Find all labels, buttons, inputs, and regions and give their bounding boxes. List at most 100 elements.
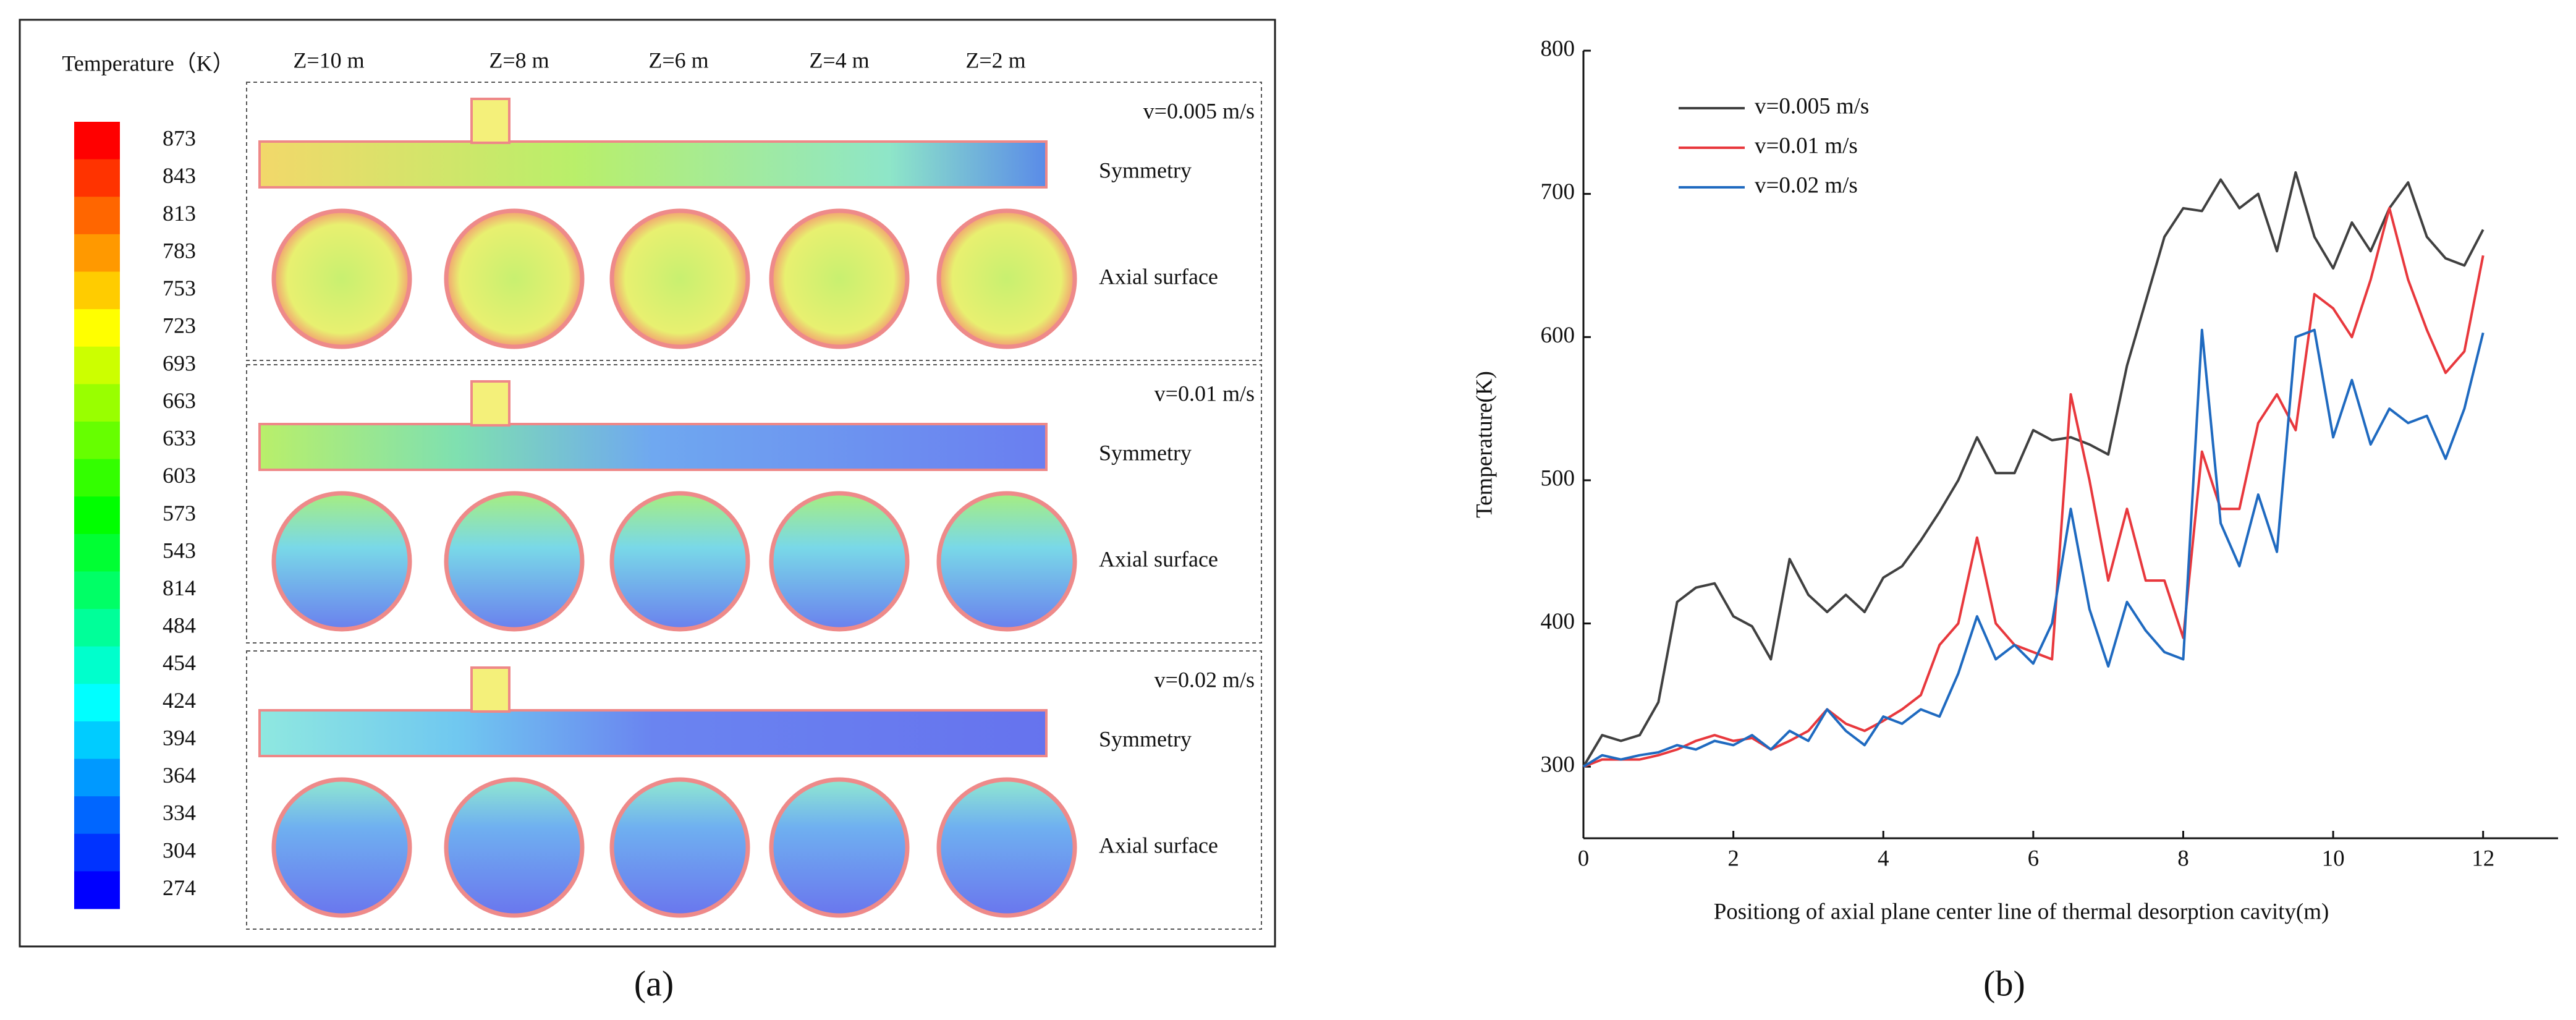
colorbar-label: 813 [163,201,196,226]
axial-label: Axial surface [1099,264,1218,289]
colorbar-band [74,271,120,310]
panel-a-frame [19,19,1276,948]
panel-a: 873 843 813 783 753 723 693 663 633 603 573 543 814 4… [74,48,1262,930]
cross-section [271,777,412,918]
colorbar-band [74,197,120,235]
x-tick-label: 4 [1878,846,1889,871]
symmetry-label: Symmetry [1099,158,1192,182]
chimney [470,666,511,713]
colorbar-label: 543 [163,538,196,563]
chimney [470,380,511,427]
column-label: Z=8 m [489,48,549,72]
y-tick-label: 300 [1541,752,1575,778]
cross-section [609,777,750,918]
caption-a: (a) [634,963,674,1003]
axial-label: Axial surface [1099,546,1218,571]
y-tick-label: 600 [1541,323,1575,348]
colorbar-label: 723 [163,313,196,338]
column-label: Z=4 m [809,48,869,72]
velocity-label: v=0.01 m/s [1155,381,1255,406]
x-tick-label: 6 [2028,846,2040,871]
cross-section [271,491,412,632]
x-tick-label: 0 [1578,846,1590,871]
x-tick-label: 10 [2322,846,2345,871]
legend-label: v=0.02 m/s [1755,172,1858,198]
colorbar-band [74,122,120,160]
y-axis-label: Temperature(K) [1472,371,1497,518]
colorbar-label: 873 [163,126,196,151]
velocity-label: v=0.02 m/s [1155,667,1255,692]
cross-section [271,208,412,349]
pipe [258,423,1048,471]
colorbar-label: 364 [163,763,196,788]
series-line [1583,206,2485,768]
colorbar-band [74,571,120,610]
colorbar-band [74,646,120,684]
colorbar-label: 814 [163,576,196,600]
y-tick-label: 400 [1541,609,1575,634]
cross-section [609,491,750,632]
colorbar-band [74,833,120,872]
colorbar-band [74,234,120,272]
colorbar-label: 843 [163,163,196,188]
colorbar-label: 573 [163,501,196,525]
column-label: Z=6 m [648,48,708,72]
x-tick-label: 2 [1727,846,1739,871]
velocity-label: v=0.005 m/s [1143,98,1255,123]
colorbar-label: 783 [163,238,196,263]
chimney [470,98,511,144]
x-tick-label: 12 [2472,846,2494,871]
colorbar-band [74,459,120,497]
colorbar-label: 274 [163,875,196,900]
colorbar-band [74,796,120,835]
colorbar-label: 603 [163,463,196,488]
x-axis-label: Positiong of axial plane center line of … [1714,899,2329,924]
colorbar-title: Temperature（K） [62,51,234,75]
symmetry-label: Symmetry [1099,726,1192,751]
cross-section [936,208,1077,349]
colorbar-band [74,421,120,460]
legend-label: v=0.005 m/s [1755,93,1869,119]
colorbar-label: 693 [163,351,196,375]
colorbar-label: 424 [163,688,196,713]
colorbar-band [74,684,120,722]
cross-section [444,491,585,632]
colorbar-label: 484 [163,613,196,638]
column-label: Z=10 m [293,48,364,72]
colorbar-band [74,346,120,385]
colorbar-label: 304 [163,838,196,862]
cross-section [444,777,585,918]
colorbar-label: 454 [163,650,196,675]
symmetry-label: Symmetry [1099,440,1192,465]
caption-b: (b) [1983,963,2025,1003]
series-line [1582,171,2485,768]
legend-label: v=0.01 m/s [1755,133,1858,158]
cross-section [609,208,750,349]
colorbar-band [74,609,120,647]
series-line [1582,328,2485,768]
colorbar-band [74,721,120,760]
colorbar-label: 394 [163,725,196,750]
cross-section [769,777,910,918]
y-tick-label: 500 [1541,465,1575,491]
cross-section [936,491,1077,632]
cross-section [769,491,910,632]
colorbar-band [74,759,120,797]
axial-label: Axial surface [1099,833,1218,857]
colorbar-band [74,533,120,572]
colorbar-label: 633 [163,426,196,451]
colorbar-band [74,384,120,422]
panel-b: 300 400 500 600 700 800 0 2 4 6 8 10 12 Positiong of … [1472,36,2558,924]
colorbar-label: 334 [163,801,196,825]
cross-section [936,777,1077,918]
cross-section [444,208,585,349]
colorbar-label: 663 [163,388,196,413]
colorbar-band [74,159,120,197]
colorbar-band [74,496,120,535]
colorbar-band [74,309,120,347]
colorbar-band [74,871,120,909]
colorbar-label: 753 [163,276,196,300]
column-label: Z=2 m [965,48,1025,72]
y-tick-label: 700 [1541,179,1575,205]
